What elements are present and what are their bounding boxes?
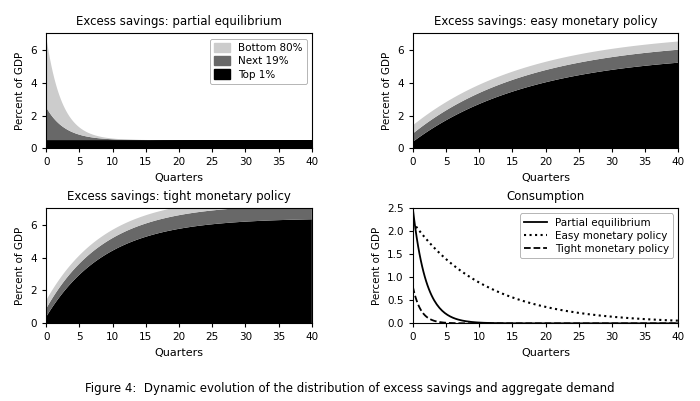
Legend: Partial equilibrium, Easy monetary policy, Tight monetary policy: Partial equilibrium, Easy monetary polic… [519, 213, 673, 258]
Partial equilibrium [458, 318, 466, 323]
Easy monetary policy [480, 282, 488, 287]
Line: Tight monetary policy: Tight monetary policy [413, 287, 678, 323]
Title: Excess savings: tight monetary policy: Excess savings: tight monetary policy [67, 190, 291, 203]
Title: Consumption: Consumption [507, 190, 584, 203]
Text: Figure 4:  Dynamic evolution of the distribution of excess savings and aggregate: Figure 4: Dynamic evolution of the distr… [85, 382, 615, 395]
Partial equilibrium [409, 206, 417, 211]
X-axis label: Quarters: Quarters [521, 173, 570, 183]
Easy monetary policy [661, 318, 669, 322]
Partial equilibrium [661, 321, 669, 326]
Partial equilibrium [480, 320, 488, 325]
Partial equilibrium [674, 321, 682, 326]
Title: Excess savings: easy monetary policy: Excess savings: easy monetary policy [434, 15, 657, 28]
Y-axis label: Percent of GDP: Percent of GDP [15, 52, 25, 130]
Easy monetary policy [674, 318, 682, 323]
Partial equilibrium [652, 321, 660, 326]
Easy monetary policy [652, 317, 660, 322]
Easy monetary policy [409, 220, 417, 225]
Legend: Bottom 80%, Next 19%, Top 1%: Bottom 80%, Next 19%, Top 1% [210, 38, 307, 84]
X-axis label: Quarters: Quarters [155, 173, 204, 183]
Line: Partial equilibrium: Partial equilibrium [413, 208, 678, 323]
Tight monetary policy [425, 316, 433, 321]
Title: Excess savings: partial equilibrium: Excess savings: partial equilibrium [76, 15, 282, 28]
Line: Easy monetary policy: Easy monetary policy [413, 222, 678, 321]
Partial equilibrium [425, 286, 433, 291]
Tight monetary policy [480, 321, 488, 326]
Tight monetary policy [409, 284, 417, 289]
Easy monetary policy [419, 233, 428, 238]
Y-axis label: Percent of GDP: Percent of GDP [15, 227, 25, 305]
Y-axis label: Percent of GDP: Percent of GDP [382, 52, 391, 130]
Y-axis label: Percent of GDP: Percent of GDP [372, 227, 382, 305]
Tight monetary policy [661, 321, 669, 326]
Tight monetary policy [458, 321, 466, 326]
Partial equilibrium [419, 269, 428, 274]
X-axis label: Quarters: Quarters [521, 348, 570, 358]
Tight monetary policy [674, 321, 682, 326]
Tight monetary policy [652, 321, 660, 326]
Easy monetary policy [458, 269, 466, 274]
Tight monetary policy [419, 311, 428, 316]
X-axis label: Quarters: Quarters [155, 348, 204, 358]
Easy monetary policy [425, 240, 433, 245]
